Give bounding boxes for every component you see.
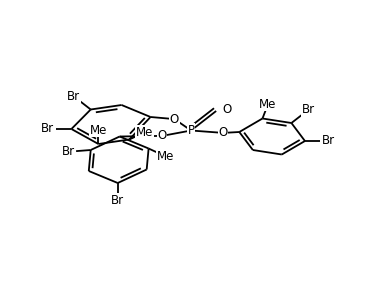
Text: Br: Br: [302, 103, 315, 116]
Text: O: O: [222, 103, 232, 116]
Text: Me: Me: [136, 126, 153, 139]
Text: Br: Br: [67, 90, 80, 103]
Text: Me: Me: [259, 98, 277, 111]
Text: Br: Br: [62, 145, 75, 158]
Text: O: O: [170, 112, 179, 126]
Text: Br: Br: [322, 134, 335, 148]
Text: Br: Br: [41, 122, 54, 136]
Text: P: P: [188, 124, 195, 137]
Text: O: O: [157, 129, 167, 142]
Text: Me: Me: [90, 124, 107, 137]
Text: Me: Me: [156, 150, 174, 163]
Text: Br: Br: [111, 194, 124, 207]
Text: O: O: [218, 126, 228, 140]
